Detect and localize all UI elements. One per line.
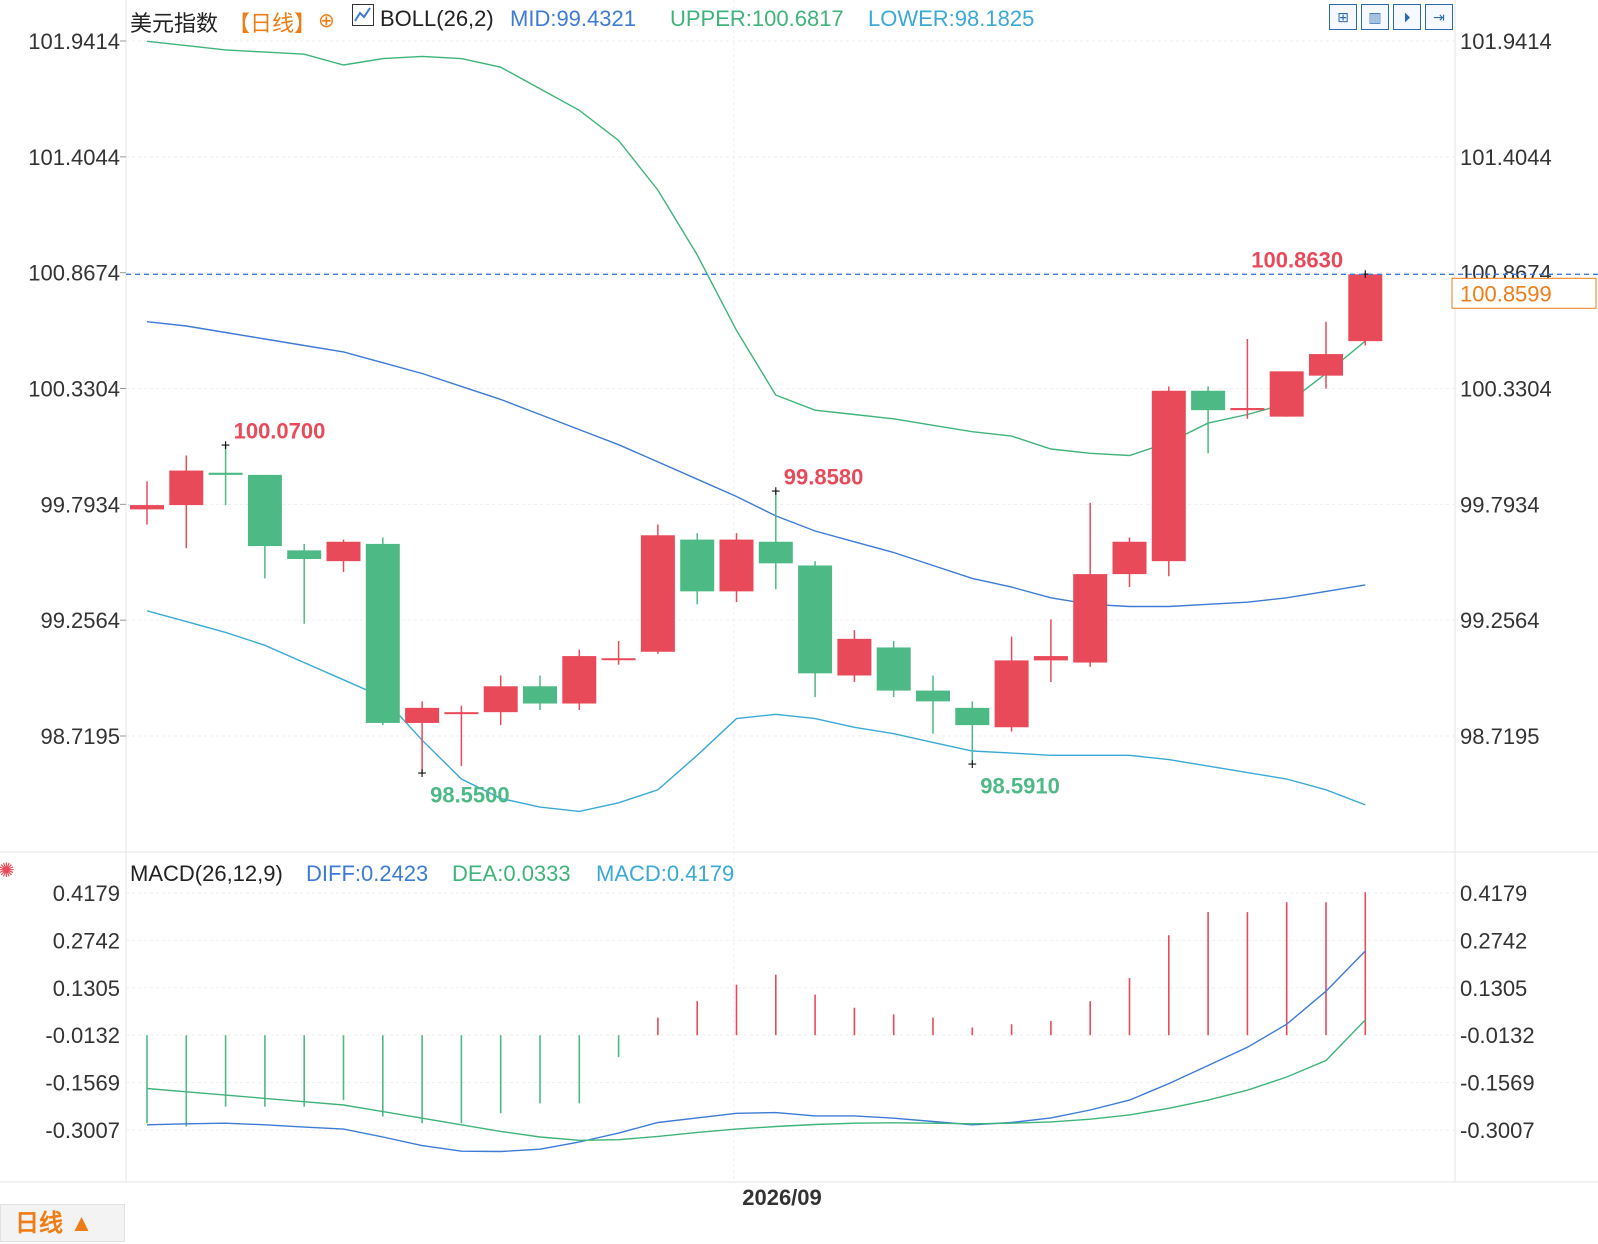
candle-body (365, 543, 400, 723)
grid-icon[interactable]: ⊞ (1329, 4, 1357, 30)
macd-tick-label-left: -0.1569 (45, 1071, 120, 1096)
price-tick-label-left: 100.8674 (28, 261, 120, 286)
candle-body (994, 660, 1029, 728)
price-tick-label-left: 98.7195 (40, 724, 120, 749)
price-annotation: 100.0700 (234, 419, 326, 444)
candle-body (837, 638, 872, 676)
boll-lower-line (146, 610, 1366, 813)
candle-body (1348, 274, 1383, 342)
exit-icon[interactable]: ⇥ (1425, 4, 1453, 30)
symbol-title: 美元指数 (130, 11, 219, 36)
candle-body (798, 565, 833, 674)
candle-body (287, 550, 322, 560)
candle-body (130, 505, 164, 510)
price-tick-label-right: 98.7195 (1460, 724, 1540, 749)
macd-dea-line (146, 1019, 1366, 1142)
price-tick-label-left: 99.7934 (40, 492, 120, 517)
extreme-marker: + (221, 438, 230, 455)
extreme-marker: + (771, 483, 780, 500)
macd-tick-label-right: -0.0132 (1460, 1023, 1535, 1048)
candle-body (955, 707, 990, 726)
macd-tick-label-right: 0.2742 (1460, 928, 1527, 953)
candle-body (1269, 371, 1304, 417)
boll-upper: UPPER:100.6817 (670, 6, 844, 31)
macd-tick-label-right: -0.1569 (1460, 1071, 1535, 1096)
extreme-marker: + (417, 766, 426, 783)
candle-body (1191, 390, 1226, 411)
price-tick-label-left: 99.2564 (40, 608, 120, 633)
price-tick-label-left: 100.3304 (28, 377, 120, 402)
candle-body (405, 707, 440, 723)
step-forward-icon[interactable]: ⏵ (1393, 4, 1421, 30)
macd-dea: DEA:0.0333 (452, 861, 571, 886)
period-label[interactable]: 【日线】 (228, 11, 317, 36)
macd-diff: DIFF:0.2423 (306, 861, 429, 886)
candle-body (444, 712, 479, 715)
price-annotation: 98.5910 (980, 774, 1060, 799)
boll-name: BOLL(26,2) (380, 6, 494, 31)
price-tick-label-right: 100.3304 (1460, 377, 1552, 402)
price-annotation: 99.8580 (784, 464, 864, 489)
candle-body (916, 690, 950, 702)
macd-tick-label-left: 0.2742 (53, 928, 120, 953)
macd-tick-label-right: -0.3007 (1460, 1118, 1535, 1143)
timeframe-selector[interactable]: 日线 ▲ (0, 1204, 125, 1242)
candle-body (1033, 656, 1068, 661)
price-tick-label-right: 99.7934 (1460, 492, 1540, 517)
settings-sun-icon[interactable]: ✺ (0, 860, 15, 882)
candle-body (247, 474, 282, 547)
candle-body (640, 535, 675, 652)
macd-tick-label-left: -0.3007 (45, 1118, 120, 1143)
time-axis-label: 2026/09 (742, 1185, 822, 1210)
bars-icon[interactable]: ▥ (1361, 4, 1389, 30)
circle-plus-icon[interactable]: ⊕ (318, 10, 335, 32)
candle-body (601, 658, 636, 661)
last-price-tag (1451, 277, 1597, 309)
macd-name: MACD(26,12,9) (130, 861, 283, 886)
extreme-marker: + (968, 757, 977, 774)
boll-lower: LOWER:98.1825 (868, 6, 1035, 31)
extreme-marker: + (1361, 267, 1370, 284)
macd-tick-label-left: -0.0132 (45, 1023, 120, 1048)
candle-body (208, 472, 243, 475)
candle-body (1230, 408, 1265, 411)
candle-body (523, 686, 557, 704)
candle-body (562, 656, 597, 704)
price-tick-label-right: 101.9414 (1460, 29, 1552, 54)
macd-tick-label-left: 0.4179 (53, 881, 120, 906)
price-tick-label-right: 99.2564 (1460, 608, 1540, 633)
price-tick-label-left: 101.4044 (28, 145, 120, 170)
price-annotation: 100.8630 (1251, 248, 1343, 273)
price-tick-label-right: 101.4044 (1460, 145, 1552, 170)
macd-tick-label-right: 0.1305 (1460, 976, 1527, 1001)
last-price-label: 100.8599 (1460, 281, 1552, 306)
candle-body (1112, 541, 1147, 575)
boll-mid-line (146, 321, 1366, 608)
candle-body (876, 647, 911, 691)
macd-value: MACD:0.4179 (596, 861, 735, 886)
candle-body (326, 541, 361, 562)
boll-mid: MID:99.4321 (510, 6, 636, 31)
candle-body (1073, 574, 1108, 663)
candle-body (1309, 354, 1343, 376)
candle-body (680, 539, 715, 592)
candle-body (758, 541, 793, 564)
candle-body (719, 539, 754, 592)
price-tick-label-left: 101.9414 (28, 29, 120, 54)
candle-body (483, 686, 518, 713)
chart-icon[interactable] (352, 4, 374, 26)
macd-diff-line (146, 950, 1366, 1153)
macd-tick-label-right: 0.4179 (1460, 881, 1527, 906)
candle-body (1151, 390, 1186, 562)
candle-body (169, 470, 204, 506)
price-annotation: 98.5500 (430, 783, 510, 808)
macd-tick-label-left: 0.1305 (53, 976, 120, 1001)
